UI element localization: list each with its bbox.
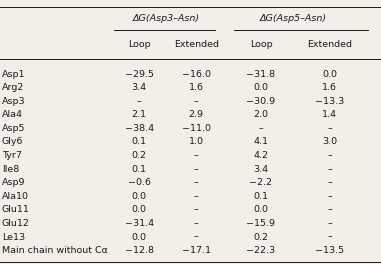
Text: −30.9: −30.9	[247, 97, 275, 106]
Text: −0.6: −0.6	[128, 178, 150, 187]
Text: Glu11: Glu11	[2, 205, 30, 214]
Text: Asp3: Asp3	[2, 97, 26, 106]
Text: Asp9: Asp9	[2, 178, 26, 187]
Text: 2.9: 2.9	[189, 110, 204, 119]
Text: −15.9: −15.9	[247, 219, 275, 228]
Text: 0.0: 0.0	[131, 205, 147, 214]
Text: −13.3: −13.3	[315, 97, 344, 106]
Text: 1.4: 1.4	[322, 110, 337, 119]
Text: 2.0: 2.0	[253, 110, 269, 119]
Text: Extended: Extended	[174, 40, 219, 49]
Text: 1.6: 1.6	[322, 83, 337, 92]
Text: −31.4: −31.4	[125, 219, 154, 228]
Text: Le13: Le13	[2, 233, 25, 242]
Text: −38.4: −38.4	[125, 124, 154, 133]
Text: 0.1: 0.1	[253, 192, 269, 201]
Text: –: –	[137, 97, 141, 106]
Text: 4.2: 4.2	[253, 151, 269, 160]
Text: −13.5: −13.5	[315, 246, 344, 255]
Text: 4.1: 4.1	[253, 138, 269, 147]
Text: 0.0: 0.0	[131, 192, 147, 201]
Text: 0.1: 0.1	[131, 138, 147, 147]
Text: 3.4: 3.4	[131, 83, 147, 92]
Text: –: –	[327, 219, 332, 228]
Text: Ala10: Ala10	[2, 192, 29, 201]
Text: −17.1: −17.1	[182, 246, 211, 255]
Text: 0.1: 0.1	[131, 165, 147, 174]
Text: Main chain without Cα: Main chain without Cα	[2, 246, 108, 255]
Text: –: –	[327, 205, 332, 214]
Text: Ile8: Ile8	[2, 165, 19, 174]
Text: 0.0: 0.0	[131, 233, 147, 242]
Text: 0.0: 0.0	[322, 70, 337, 79]
Text: –: –	[259, 124, 263, 133]
Text: Gly6: Gly6	[2, 138, 23, 147]
Text: Glu12: Glu12	[2, 219, 30, 228]
Text: Ala4: Ala4	[2, 110, 23, 119]
Text: –: –	[327, 165, 332, 174]
Text: −2.2: −2.2	[250, 178, 272, 187]
Text: –: –	[194, 165, 199, 174]
Text: 0.0: 0.0	[253, 83, 269, 92]
Text: −11.0: −11.0	[182, 124, 211, 133]
Text: 0.2: 0.2	[253, 233, 269, 242]
Text: –: –	[327, 192, 332, 201]
Text: 0.0: 0.0	[253, 205, 269, 214]
Text: ΔG(Asp3–Asn): ΔG(Asp3–Asn)	[132, 14, 199, 23]
Text: 3.0: 3.0	[322, 138, 337, 147]
Text: –: –	[194, 219, 199, 228]
Text: Extended: Extended	[307, 40, 352, 49]
Text: 0.2: 0.2	[131, 151, 147, 160]
Text: 1.6: 1.6	[189, 83, 204, 92]
Text: –: –	[194, 233, 199, 242]
Text: −16.0: −16.0	[182, 70, 211, 79]
Text: Asp5: Asp5	[2, 124, 26, 133]
Text: –: –	[327, 233, 332, 242]
Text: 3.4: 3.4	[253, 165, 269, 174]
Text: Loop: Loop	[250, 40, 272, 49]
Text: ΔG(Asp5–Asn): ΔG(Asp5–Asn)	[260, 14, 327, 23]
Text: –: –	[327, 178, 332, 187]
Text: −29.5: −29.5	[125, 70, 154, 79]
Text: –: –	[194, 192, 199, 201]
Text: –: –	[194, 205, 199, 214]
Text: Loop: Loop	[128, 40, 150, 49]
Text: Arg2: Arg2	[2, 83, 24, 92]
Text: −31.8: −31.8	[247, 70, 275, 79]
Text: –: –	[327, 124, 332, 133]
Text: –: –	[194, 97, 199, 106]
Text: Tyr7: Tyr7	[2, 151, 22, 160]
Text: −12.8: −12.8	[125, 246, 154, 255]
Text: –: –	[194, 151, 199, 160]
Text: –: –	[194, 178, 199, 187]
Text: Asp1: Asp1	[2, 70, 26, 79]
Text: −22.3: −22.3	[247, 246, 275, 255]
Text: 1.0: 1.0	[189, 138, 204, 147]
Text: –: –	[327, 151, 332, 160]
Text: 2.1: 2.1	[131, 110, 147, 119]
